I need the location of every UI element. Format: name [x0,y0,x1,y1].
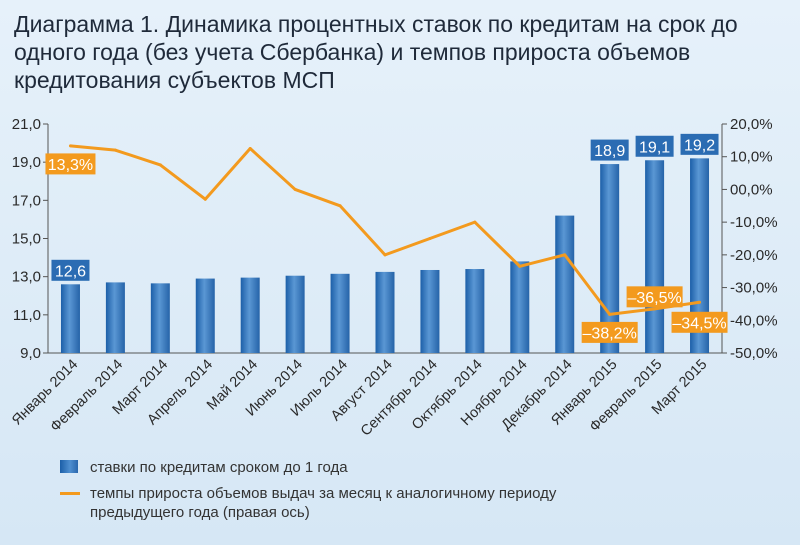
line-point [158,163,162,167]
line-data-label: 13,3% [45,153,96,175]
bar-data-label: 12,6 [51,259,90,281]
line-point [428,237,432,240]
data-label-text: 19,1 [639,139,670,156]
bar [330,273,350,353]
bar [510,261,530,353]
data-label-text: –38,2% [583,325,637,342]
line-point [383,253,387,257]
bar [420,269,440,353]
legend-swatch-bars [60,460,78,473]
line-point [113,148,117,152]
data-label-text: 12,6 [55,263,86,280]
line-point [293,187,297,191]
bar [60,284,80,353]
bar [645,160,665,353]
left-tick-label: 9,0 [20,345,41,362]
legend-swatch-line [60,492,80,495]
right-tick-label: -30,0% [730,280,778,297]
line-point [518,264,522,268]
data-label-text: 13,3% [48,157,93,174]
bar [555,215,575,353]
data-label-box [671,311,728,333]
data-label-box [626,286,683,308]
legend-label-line: темпы прироста объемов выдач за месяц к … [90,484,556,522]
line-point [473,220,477,224]
legend-label-line-2: предыдущего года (правая ось) [90,504,310,521]
right-tick-label: -40,0% [730,312,778,329]
data-label-text: –36,5% [627,290,681,307]
bar [240,277,260,353]
line-point [203,197,207,201]
right-tick-label: -10,0% [730,214,778,231]
left-tick-label: 19,0 [12,154,41,171]
left-tick-label: 15,0 [12,231,41,248]
left-tick-label: 13,0 [12,269,41,286]
bar [465,269,485,353]
x-tick-label: Сентябрь 2014 [358,357,441,440]
line-point [68,144,72,148]
line-point [563,253,567,257]
line-data-label: –34,5% [671,311,728,333]
chart-title: Диаграмма 1. Динамика процентных ставок … [14,11,738,93]
data-label-box [581,321,638,343]
left-tick-label: 21,0 [12,116,41,133]
bar [105,282,125,353]
legend-label-line-1: темпы прироста объемов выдач за месяц к … [90,485,557,502]
line-data-label: –36,5% [626,286,683,308]
bar-data-label: 19,1 [635,135,674,157]
right-tick-label: 00,0% [730,181,773,198]
right-tick-label: 10,0% [730,149,773,166]
bar [150,283,170,353]
right-tick-label: -50,0% [730,345,778,362]
legend-label-bars: ставки по кредитам сроком до 1 года [90,459,348,476]
left-tick-label: 11,0 [13,307,41,324]
data-label-box [45,153,96,175]
bar [195,278,215,353]
bar-data-label: 19,2 [680,133,719,155]
line-point [653,307,657,311]
data-label-box [51,259,90,281]
right-tick-label: -20,0% [730,247,778,264]
bar [375,271,395,353]
data-label-box [680,133,719,155]
line-point [698,300,702,304]
bar-data-label: 18,9 [590,139,629,161]
line-point [248,147,252,151]
left-tick-label: 17,0 [12,192,41,209]
data-label-text: 18,9 [594,143,625,160]
bar [285,275,305,353]
line-point [338,204,342,208]
data-label-text: –34,5% [672,315,726,332]
right-tick-label: 20,0% [730,116,773,133]
data-label-box [590,139,629,161]
line-point [608,312,612,316]
data-label-box [635,135,674,157]
line-data-label: –38,2% [581,321,638,343]
data-label-text: 19,2 [684,137,715,154]
